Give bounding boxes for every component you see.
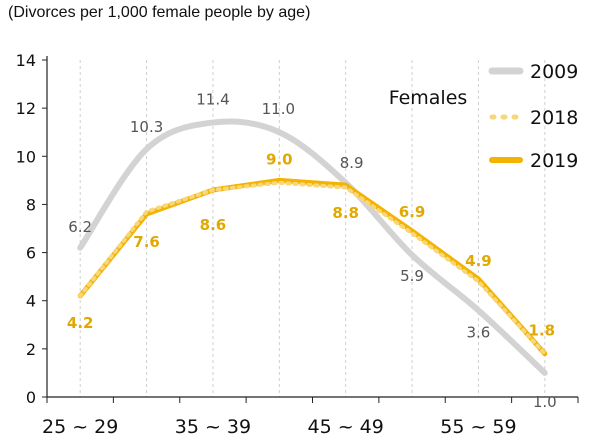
y-tick-label: 10 [16, 147, 36, 166]
x-tick-label: 35 ~ 39 [175, 416, 251, 438]
y-tick-label: 2 [26, 340, 36, 359]
legend-label-2019: 2019 [530, 150, 578, 172]
series-line-2019 [77, 177, 548, 357]
data-label-2009: 3.6 [467, 323, 491, 341]
series-line-2018 [78, 180, 547, 356]
data-label-2019: 7.6 [133, 233, 160, 251]
data-label-2009: 5.9 [400, 267, 424, 285]
data-label-2009: 1.0 [533, 393, 557, 411]
y-tick-label: 4 [26, 292, 36, 311]
data-label-2009: 11.0 [262, 100, 295, 118]
data-label-2009: 11.4 [196, 91, 229, 109]
legend-label-2009: 2009 [530, 61, 578, 83]
chart-title: (Divorces per 1,000 female people by age… [8, 4, 311, 21]
data-label-2019: 8.6 [200, 216, 227, 234]
x-tick-label: 55 ~ 59 [440, 416, 516, 438]
legend-label-2018: 2018 [530, 107, 578, 129]
y-tick-label: 12 [16, 99, 36, 118]
y-tick-label: 0 [26, 388, 36, 407]
data-label-2019: 6.9 [399, 203, 426, 221]
data-label-2019: 4.2 [67, 314, 94, 332]
data-label-2019: 4.9 [465, 252, 492, 270]
data-label-2009: 6.2 [68, 218, 92, 236]
data-label-2019: 1.8 [529, 322, 556, 340]
data-label-2019: 9.0 [266, 150, 293, 168]
x-tick-label: 25 ~ 29 [42, 416, 118, 438]
series-line-2009 [77, 118, 548, 376]
y-tick-label: 6 [26, 244, 36, 263]
data-label-2019: 8.8 [332, 204, 359, 222]
legend-title: Females [389, 87, 468, 109]
data-label-2009: 8.9 [340, 154, 364, 172]
x-tick-label: 45 ~ 49 [308, 416, 384, 438]
y-tick-label: 14 [16, 51, 36, 70]
y-tick-label: 8 [26, 195, 36, 214]
data-label-2009: 10.3 [130, 118, 163, 136]
